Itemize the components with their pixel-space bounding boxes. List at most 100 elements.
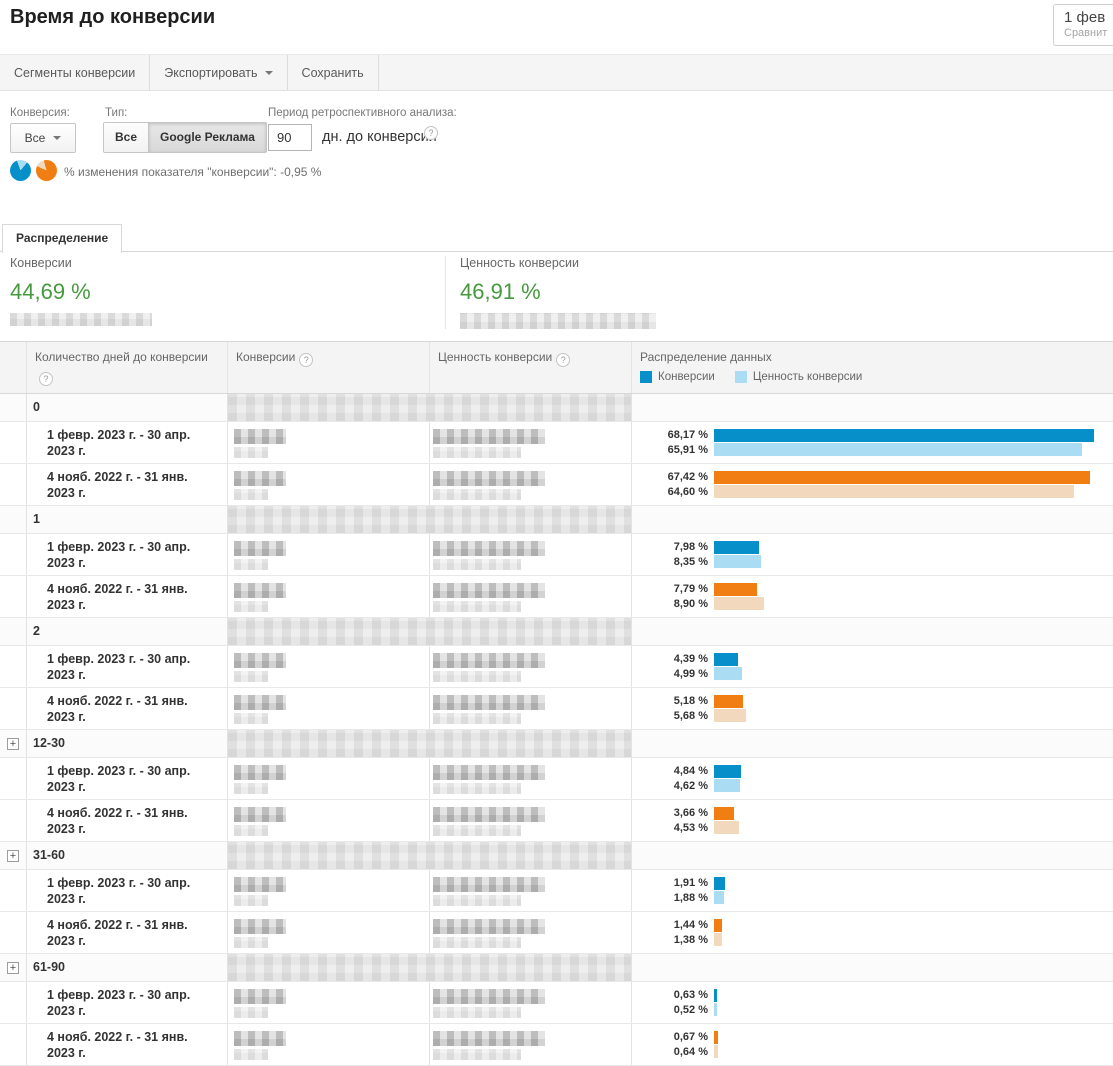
lookback-input[interactable] — [268, 124, 312, 151]
table-row: 4 нояб. 2022 г. - 31 янв. 2023 г. 3,66 % 4… — [0, 800, 1113, 842]
value-percent-label: 4,62 % — [673, 779, 708, 792]
pie-chart-blue-icon — [10, 160, 31, 181]
expand-plus-icon[interactable] — [7, 962, 19, 974]
redacted-value — [234, 877, 286, 892]
group-label: 1 — [27, 506, 228, 533]
expand-cell — [0, 912, 27, 953]
bar-track — [714, 877, 1111, 904]
date-range-selector[interactable]: 1 фев Сравнит — [1053, 4, 1113, 46]
conversions-bar — [714, 765, 741, 778]
conversion-filter-label: Конверсия: — [10, 107, 70, 119]
conversion-value-cell — [430, 422, 632, 463]
redacted-value — [433, 583, 545, 598]
conversions-percent-label: 1,44 % — [673, 918, 708, 931]
conversion-value-cell — [430, 688, 632, 729]
column-header-days: Количество дней до конверсии — [27, 342, 228, 393]
redacted-group-values — [228, 618, 632, 645]
export-button[interactable]: Экспортировать — [150, 55, 288, 90]
redacted-value — [234, 559, 268, 570]
redacted-value — [234, 1031, 286, 1046]
expand-cell — [0, 982, 27, 1023]
column-header-distribution-label: Распределение данных — [640, 350, 772, 364]
help-icon[interactable] — [556, 353, 571, 367]
type-option-all[interactable]: Все — [104, 123, 150, 152]
redacted-value — [234, 937, 268, 948]
filters-panel: Конверсия: Все Тип: Все Google Реклама П… — [0, 91, 1113, 224]
save-label: Сохранить — [301, 65, 364, 80]
group-label: 61-90 — [27, 954, 228, 981]
table-row: 4 нояб. 2022 г. - 31 янв. 2023 г. 67,42 %… — [0, 464, 1113, 506]
period-label: 1 февр. 2023 г. - 30 апр. 2023 г. — [27, 758, 228, 799]
redacted-value — [433, 765, 545, 780]
redacted-value — [433, 429, 545, 444]
conversion-dropdown[interactable]: Все — [10, 123, 76, 153]
conversions-bar — [714, 1031, 718, 1044]
redacted-value — [234, 541, 286, 556]
period-label: 4 нояб. 2022 г. - 31 янв. 2023 г. — [27, 688, 228, 729]
conversions-percent-label: 7,98 % — [673, 540, 708, 553]
group-distribution-cell — [632, 954, 1111, 981]
conversions-bar — [714, 877, 725, 890]
value-percent-label: 4,99 % — [673, 667, 708, 680]
distribution-cell: 0,67 % 0,64 % — [632, 1024, 1111, 1065]
period-label: 1 февр. 2023 г. - 30 апр. 2023 г. — [27, 534, 228, 575]
bar-track — [714, 429, 1111, 456]
redacted-value — [234, 807, 286, 822]
expand-cell — [0, 422, 27, 463]
conversions-cell — [228, 870, 430, 911]
help-icon[interactable] — [39, 372, 53, 386]
conversion-segments-button[interactable]: Сегменты конверсии — [0, 55, 151, 90]
distribution-cell: 7,98 % 8,35 % — [632, 534, 1111, 575]
bar-value-labels: 0,67 % 0,64 % — [632, 1030, 708, 1060]
conversions-bar — [714, 471, 1090, 484]
tab-distribution[interactable]: Распределение — [2, 224, 123, 253]
conversion-change-note: % изменения показателя "конверсии": -0,9… — [64, 165, 322, 179]
bar-value-labels: 0,63 % 0,52 % — [632, 988, 708, 1018]
conversions-cell — [228, 982, 430, 1023]
period-label: 4 нояб. 2022 г. - 31 янв. 2023 г. — [27, 576, 228, 617]
conversion-segments-label: Сегменты конверсии — [14, 65, 136, 80]
conversions-percent-label: 5,18 % — [673, 694, 708, 707]
bar-value-labels: 7,98 % 8,35 % — [632, 540, 708, 570]
expand-cell — [0, 464, 27, 505]
expand-plus-icon[interactable] — [7, 738, 19, 750]
period-label: 4 нояб. 2022 г. - 31 янв. 2023 г. — [27, 912, 228, 953]
group-row: 2 — [0, 618, 1113, 646]
bar-value-labels: 7,79 % 8,90 % — [632, 582, 708, 612]
expand-plus-icon[interactable] — [7, 850, 19, 862]
save-button[interactable]: Сохранить — [288, 55, 379, 90]
redacted-value — [234, 765, 286, 780]
conversions-cell — [228, 576, 430, 617]
summary-conversions-value: 44,69 % — [10, 279, 91, 304]
redacted-value — [433, 695, 545, 710]
table-row: 1 февр. 2023 г. - 30 апр. 2023 г. 4,39 % 4… — [0, 646, 1113, 688]
table-row: 1 февр. 2023 г. - 30 апр. 2023 г. 0,63 % 0… — [0, 982, 1113, 1024]
conversion-value-cell — [430, 912, 632, 953]
redacted-value — [234, 471, 286, 486]
bar-track — [714, 1031, 1111, 1058]
bar-track — [714, 583, 1111, 610]
redacted-value — [234, 825, 268, 836]
value-percent-label: 5,68 % — [673, 709, 708, 722]
column-header-days-label: Количество дней до конверсии — [35, 350, 208, 364]
redacted-value — [433, 713, 521, 724]
redacted-value — [234, 1049, 268, 1060]
value-bar — [714, 821, 740, 834]
conversion-value-cell — [430, 576, 632, 617]
redacted-value — [433, 807, 545, 822]
conversion-value-cell — [430, 646, 632, 687]
help-icon[interactable] — [424, 126, 438, 140]
value-percent-label: 8,90 % — [673, 597, 708, 610]
period-label: 1 февр. 2023 г. - 30 апр. 2023 г. — [27, 870, 228, 911]
group-distribution-cell — [632, 394, 1111, 421]
table-row: 4 нояб. 2022 г. - 31 янв. 2023 г. 1,44 % 1… — [0, 912, 1113, 954]
conversion-value-cell — [430, 464, 632, 505]
help-icon[interactable] — [299, 353, 314, 367]
redacted-value — [234, 989, 286, 1004]
group-label: 0 — [27, 394, 228, 421]
compare-link[interactable]: Сравнит — [1064, 27, 1108, 39]
conversions-cell — [228, 688, 430, 729]
conversions-bar — [714, 541, 759, 554]
table-row: 1 февр. 2023 г. - 30 апр. 2023 г. 7,98 % 8… — [0, 534, 1113, 576]
type-option-google-ads[interactable]: Google Реклама — [149, 123, 266, 152]
